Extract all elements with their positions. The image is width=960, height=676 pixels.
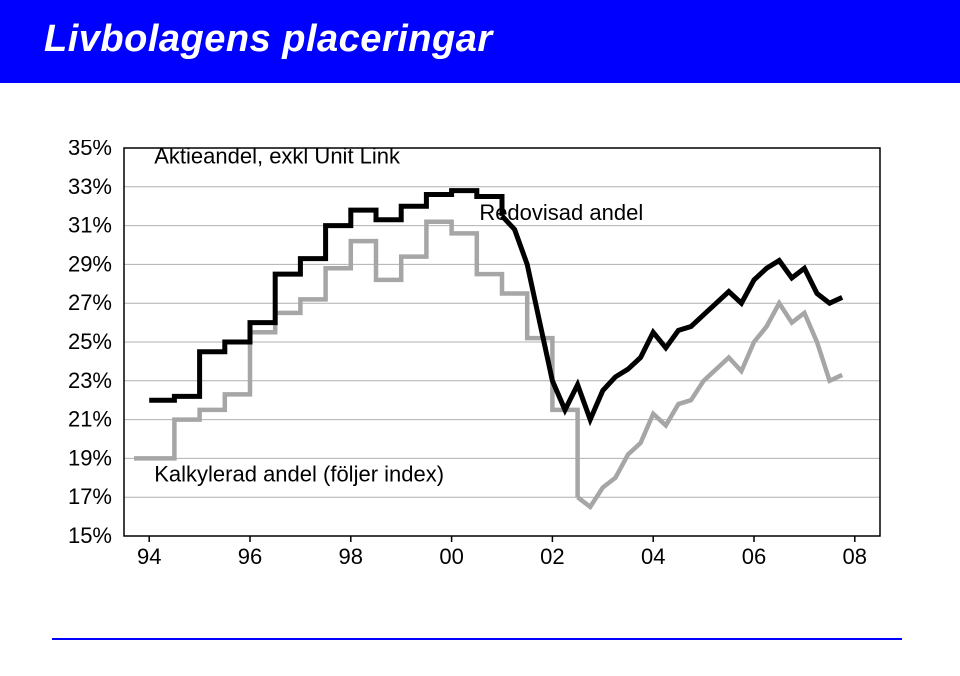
- chart-annotation: Redovisad andel: [479, 200, 643, 225]
- x-tick-label: 02: [540, 544, 564, 569]
- y-tick-label: 15%: [68, 523, 112, 548]
- page-title: Livbolagens placeringar: [44, 18, 960, 61]
- y-tick-label: 21%: [68, 407, 112, 432]
- chart-annotation: Kalkylerad andel (följer index): [154, 462, 444, 487]
- x-tick-label: 96: [238, 544, 262, 569]
- y-tick-label: 19%: [68, 445, 112, 470]
- title-bar: Livbolagens placeringar: [0, 0, 960, 83]
- x-tick-label: 98: [339, 544, 363, 569]
- x-tick-label: 08: [843, 544, 867, 569]
- chart: 15% 17% 19% 21% 23% 25% 27% 29% 31% 33% 35% 94 96 98 0…: [52, 140, 890, 570]
- chart-annotation: Aktieandel, exkl Unit Link: [154, 144, 401, 169]
- x-tick-label: 00: [439, 544, 463, 569]
- x-tick-label: 04: [641, 544, 665, 569]
- x-tick-label: 06: [742, 544, 766, 569]
- x-tick-label: 94: [137, 544, 161, 569]
- y-tick-label: 29%: [68, 251, 112, 276]
- y-tick-label: 35%: [68, 140, 112, 160]
- y-tick-label: 27%: [68, 290, 112, 315]
- footer-rule: [52, 638, 902, 640]
- y-tick-label: 23%: [68, 368, 112, 393]
- y-tick-label: 31%: [68, 213, 112, 238]
- y-tick-label: 25%: [68, 329, 112, 354]
- y-tick-label: 33%: [68, 174, 112, 199]
- y-tick-label: 17%: [68, 484, 112, 509]
